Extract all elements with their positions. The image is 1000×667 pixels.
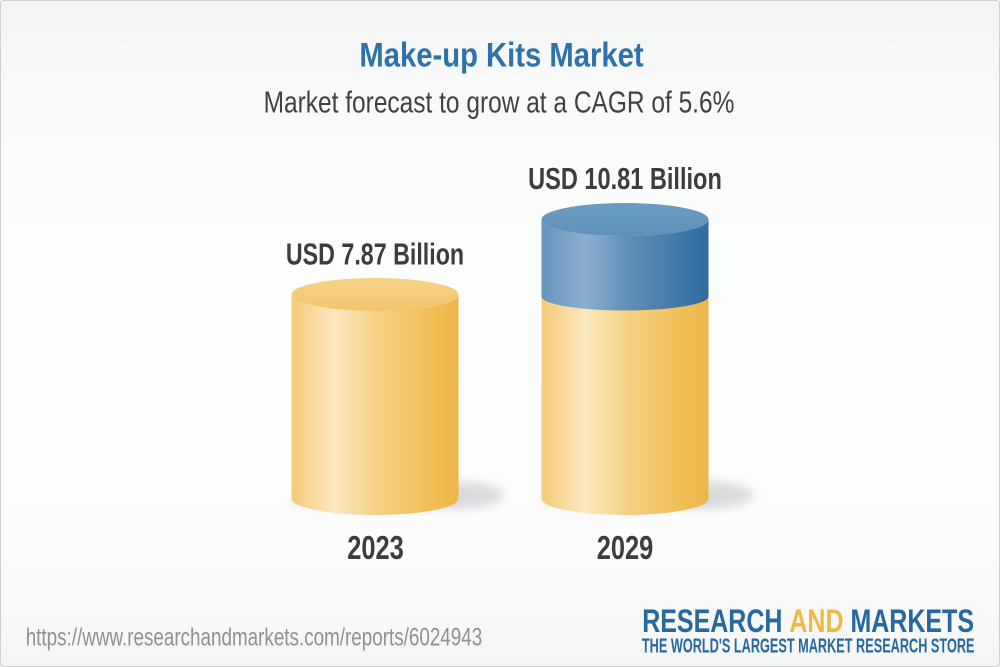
svg-text:RESEARCH AND MARKETS: RESEARCH AND MARKETS	[642, 604, 974, 640]
svg-text:Make-up Kits Market: Make-up Kits Market	[359, 35, 644, 74]
svg-text:2029: 2029	[597, 530, 654, 567]
svg-text:THE WORLD'S LARGEST MARKET RES: THE WORLD'S LARGEST MARKET RESEARCH STOR…	[642, 635, 975, 658]
svg-text:https://www.researchandmarkets: https://www.researchandmarkets.com/repor…	[26, 623, 483, 651]
svg-text:USD 7.87 Billion: USD 7.87 Billion	[286, 236, 464, 271]
svg-text:Market forecast to grow at a C: Market forecast to grow at a CAGR of 5.6…	[264, 85, 735, 119]
svg-text:USD 10.81 Billion: USD 10.81 Billion	[528, 161, 722, 196]
svg-text:2023: 2023	[347, 530, 404, 567]
